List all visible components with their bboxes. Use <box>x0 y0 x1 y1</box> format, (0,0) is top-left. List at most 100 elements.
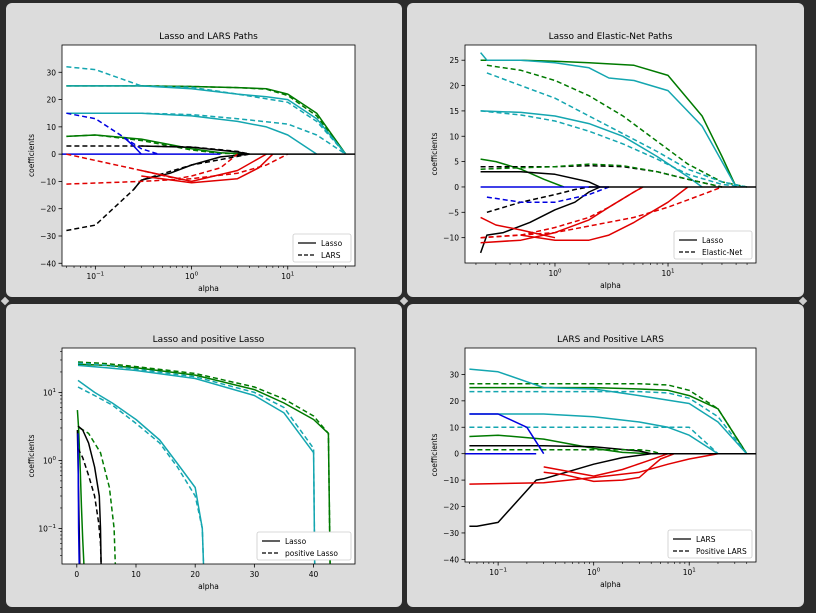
series-line-red-solid <box>469 452 719 485</box>
series-line-black-dashed <box>66 145 250 155</box>
x-tick-label: 100 <box>587 568 601 578</box>
series-line-green-solid <box>76 410 85 564</box>
x-tick-label: 101 <box>662 269 675 279</box>
series-group <box>479 52 756 254</box>
y-tick-label: 10 <box>46 123 56 132</box>
legend: Lasso LARS <box>292 233 352 263</box>
series-line-teal-solid <box>480 110 703 188</box>
legend-label: Elastic-Net <box>702 248 742 257</box>
series-line-teal-solid <box>469 413 719 455</box>
series-line-green-solid <box>77 363 331 564</box>
plot-area <box>62 45 355 266</box>
series-line-blue-solid <box>469 413 545 455</box>
series-line-teal-solid <box>480 52 737 188</box>
chart-title: Lasso and Elastic-Net Paths <box>549 32 673 42</box>
chart-lasso-elasticnet: 100 101 25 20 15 10 5 0 −5 −10 Lasso and Elastic-N… <box>430 32 757 290</box>
y-tick-label: −10 <box>443 476 459 485</box>
x-tick-label: 101 <box>281 272 294 282</box>
series-line-teal-dashed <box>480 110 748 188</box>
legend: Lasso positive Lasso <box>256 531 352 561</box>
y-tick-label: 10 <box>449 132 459 141</box>
y-axis-label: coefficients <box>430 132 439 175</box>
y-tick-label: 20 <box>449 82 459 91</box>
series-line-black-solid <box>77 425 102 564</box>
series-line-green-dashed <box>469 382 748 455</box>
legend-label: Lasso <box>285 537 307 546</box>
series-line-blue-solid <box>77 433 80 564</box>
series-line-green-dashed <box>469 448 661 455</box>
x-tick-label: 30 <box>250 570 260 579</box>
legend-label: LARS <box>696 535 716 544</box>
y-tick-label: 15 <box>449 107 459 116</box>
chart-lasso-positive: 0 10 20 30 40 101 100 10−1 Lasso and positive La… <box>27 335 356 591</box>
series-line-black-solid <box>479 186 601 254</box>
y-axis-label: coefficients <box>27 134 36 177</box>
series-line-blue-dashed <box>486 186 610 203</box>
series-line-green-solid <box>469 434 652 455</box>
chart-panel-lasso-elasticnet: 100 101 25 20 15 10 5 0 −5 −10 Lasso and Elastic-N… <box>407 3 804 297</box>
x-tick-label: 10−1 <box>87 272 105 282</box>
legend-label: Positive LARS <box>696 547 747 556</box>
y-tick-label: 100 <box>43 456 57 466</box>
y-tick-label: −40 <box>40 259 56 268</box>
y-tick-label: −10 <box>40 177 56 186</box>
series-line-black-solid <box>469 445 652 455</box>
y-tick-label: 20 <box>449 397 459 406</box>
series-line-teal-dashed <box>469 390 748 455</box>
y-tick-label: −30 <box>40 232 56 241</box>
chart-title: Lasso and LARS Paths <box>159 32 258 42</box>
plot-frame <box>61 347 356 565</box>
x-axis-label: alpha <box>600 580 621 589</box>
y-tick-label: 10−1 <box>38 524 56 534</box>
chart-title: LARS and Positive LARS <box>557 335 664 345</box>
x-tick-label: 0 <box>74 570 79 579</box>
chart-panel-lasso-positive: 0 10 20 30 40 101 100 10−1 Lasso and positive La… <box>6 304 402 607</box>
x-axis-label: alpha <box>198 582 219 591</box>
y-tick-label: 101 <box>43 388 56 398</box>
y-tick-label: 25 <box>449 56 459 65</box>
series-line-teal-solid <box>77 364 316 564</box>
y-tick-label: 0 <box>454 183 459 192</box>
chart-title: Lasso and positive Lasso <box>153 335 265 345</box>
plot-area <box>465 45 756 263</box>
y-tick-label: 30 <box>449 370 459 379</box>
series-line-black-solid <box>141 145 250 155</box>
plot-area <box>62 348 355 564</box>
x-tick-label: 100 <box>548 269 562 279</box>
y-tick-label: 5 <box>454 158 459 167</box>
y-tick-label: −10 <box>443 234 459 243</box>
series-line-teal-dashed <box>77 386 205 564</box>
series-line-teal-dashed <box>77 362 316 564</box>
legend-label: Lasso <box>321 239 343 248</box>
y-tick-label: −20 <box>443 503 459 512</box>
series-group <box>76 361 331 564</box>
series-line-green-solid <box>480 158 565 188</box>
series-line-black-dashed <box>77 448 102 564</box>
x-tick-label: 20 <box>190 570 200 579</box>
series-line-teal-dashed <box>66 112 347 155</box>
x-tick-label: 100 <box>185 272 199 282</box>
plot-frame <box>464 347 757 563</box>
y-axis-label: coefficients <box>430 433 439 476</box>
series-line-teal-solid <box>66 85 347 155</box>
series-line-green-dashed <box>77 361 331 564</box>
plot-frame <box>61 44 356 267</box>
series-line-red-dashed <box>480 186 723 239</box>
series-line-green-dashed <box>480 163 723 188</box>
series-line-red-solid <box>141 153 267 183</box>
legend: Lasso Elastic-Net <box>673 230 753 260</box>
series-line-red-solid <box>520 186 689 241</box>
y-tick-label: 0 <box>454 450 459 459</box>
plot-frame <box>464 44 757 264</box>
legend-box <box>256 531 352 561</box>
series-line-black-solid <box>480 170 601 188</box>
series-line-green-dashed <box>79 427 117 564</box>
x-tick-label: 10 <box>131 570 141 579</box>
series-line-blue-solid <box>123 137 142 155</box>
y-tick-label: 0 <box>51 150 56 159</box>
series-line-green-dashed <box>486 64 748 188</box>
x-tick-label: 101 <box>683 568 696 578</box>
series-line-teal-solid <box>469 368 748 455</box>
